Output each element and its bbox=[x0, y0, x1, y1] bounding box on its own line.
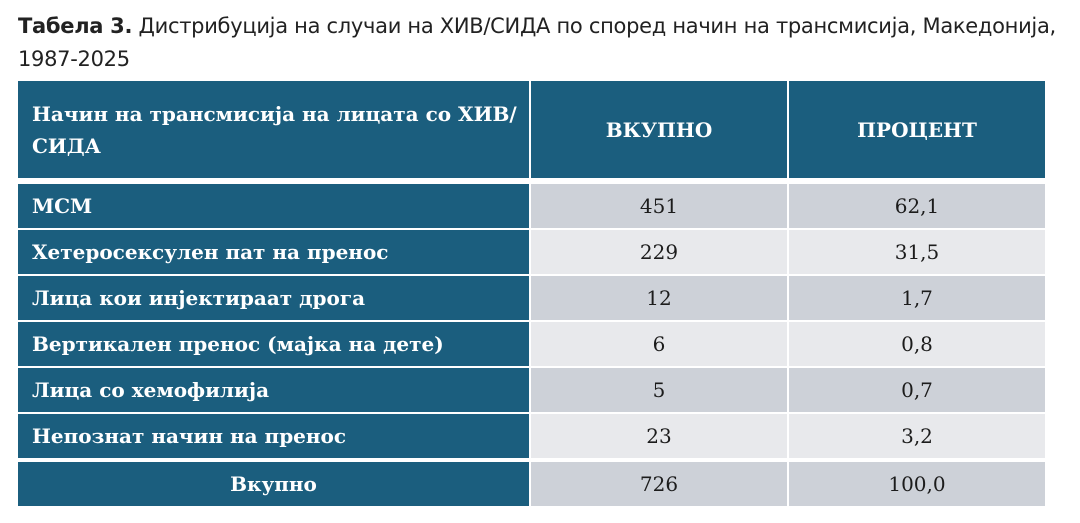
transmission-table: Начин на трансмисија на лицата со ХИВ/СИ… bbox=[18, 81, 1046, 508]
row-total: 5 bbox=[531, 368, 787, 412]
row-total: 451 bbox=[531, 184, 787, 228]
row-percent: 62,1 bbox=[789, 184, 1045, 228]
total-count: 726 bbox=[531, 462, 787, 506]
table-caption: Табела 3. Дистрибуција на случаи на ХИВ/… bbox=[18, 10, 1068, 76]
total-label: Вкупно bbox=[18, 462, 529, 506]
caption-text: Дистрибуција на случаи на ХИВ/СИДА по сп… bbox=[18, 14, 1056, 71]
table-row: Непознат начин на пренос 23 3,2 bbox=[18, 414, 1046, 458]
header-total: ВКУПНО bbox=[531, 81, 787, 178]
row-percent: 1,7 bbox=[789, 276, 1045, 320]
header-transmission-mode: Начин на трансмисија на лицата со ХИВ/СИ… bbox=[18, 81, 529, 178]
row-percent: 0,8 bbox=[789, 322, 1045, 366]
row-label: Хетеросексулен пат на пренос bbox=[18, 230, 529, 274]
row-total: 229 bbox=[531, 230, 787, 274]
row-total: 12 bbox=[531, 276, 787, 320]
table-row: Лица со хемофилија 5 0,7 bbox=[18, 368, 1046, 412]
row-percent: 31,5 bbox=[789, 230, 1045, 274]
caption-label: Табела 3. bbox=[18, 14, 133, 38]
row-percent: 0,7 bbox=[789, 368, 1045, 412]
row-label: МСМ bbox=[18, 184, 529, 228]
row-label: Вертикален пренос (мајка на дете) bbox=[18, 322, 529, 366]
row-label: Лица кои инјектираат дрога bbox=[18, 276, 529, 320]
table-header-row: Начин на трансмисија на лицата со ХИВ/СИ… bbox=[18, 81, 1046, 178]
row-percent: 3,2 bbox=[789, 414, 1045, 458]
table-total-row: Вкупно 726 100,0 bbox=[18, 462, 1046, 506]
header-percent: ПРОЦЕНТ bbox=[789, 81, 1045, 178]
table-row: Вертикален пренос (мајка на дете) 6 0,8 bbox=[18, 322, 1046, 366]
row-total: 23 bbox=[531, 414, 787, 458]
row-total: 6 bbox=[531, 322, 787, 366]
row-label: Непознат начин на пренос bbox=[18, 414, 529, 458]
table-row: Хетеросексулен пат на пренос 229 31,5 bbox=[18, 230, 1046, 274]
total-percent: 100,0 bbox=[789, 462, 1045, 506]
table-row: Лица кои инјектираат дрога 12 1,7 bbox=[18, 276, 1046, 320]
table-row: МСМ 451 62,1 bbox=[18, 184, 1046, 228]
row-label: Лица со хемофилија bbox=[18, 368, 529, 412]
